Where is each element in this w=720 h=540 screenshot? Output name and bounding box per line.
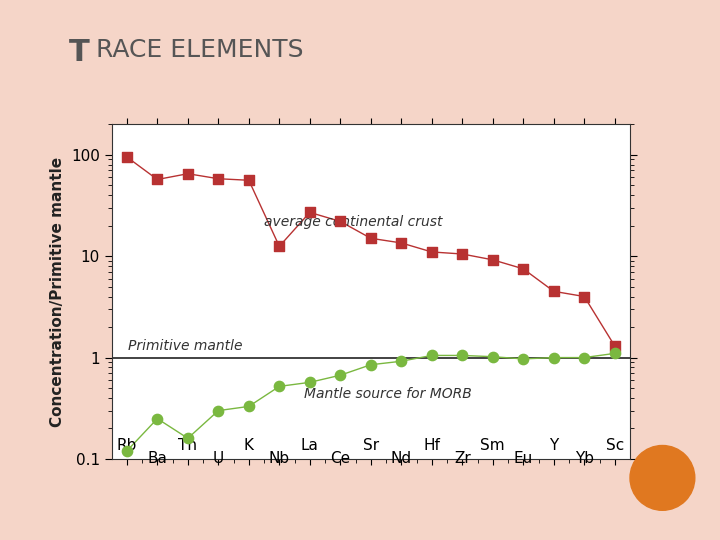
Point [548, 353, 559, 362]
Text: Hf: Hf [423, 438, 440, 453]
Point [609, 349, 621, 357]
Point [518, 355, 529, 363]
Text: Th: Th [179, 438, 197, 453]
Point [395, 239, 407, 247]
Point [426, 351, 438, 360]
Point [426, 248, 438, 256]
Point [121, 153, 132, 161]
Point [152, 175, 163, 184]
Text: Yb: Yb [575, 450, 594, 465]
Text: average continental crust: average continental crust [264, 214, 443, 228]
Point [487, 353, 498, 361]
Point [456, 249, 468, 258]
Point [182, 170, 194, 178]
Point [518, 265, 529, 273]
Text: Mantle source for MORB: Mantle source for MORB [304, 387, 472, 401]
Text: Ba: Ba [148, 450, 167, 465]
Text: Y: Y [549, 438, 559, 453]
Point [487, 255, 498, 264]
Text: Sr: Sr [363, 438, 379, 453]
Point [212, 174, 224, 183]
Point [182, 434, 194, 443]
Text: Zr: Zr [454, 450, 471, 465]
Point [304, 208, 315, 217]
Text: La: La [301, 438, 319, 453]
Text: RACE ELEMENTS: RACE ELEMENTS [96, 38, 303, 62]
Point [274, 242, 285, 251]
Point [335, 217, 346, 226]
Text: Sc: Sc [606, 438, 624, 453]
Text: U: U [212, 450, 224, 465]
Text: Primitive mantle: Primitive mantle [128, 339, 243, 353]
Text: T: T [68, 38, 89, 67]
Point [609, 342, 621, 350]
Point [548, 287, 559, 295]
Text: K: K [244, 438, 254, 453]
Point [274, 382, 285, 391]
Point [152, 414, 163, 423]
Y-axis label: Concentration/Primitive mantle: Concentration/Primitive mantle [50, 157, 66, 427]
Text: Nb: Nb [269, 450, 290, 465]
Text: Sm: Sm [480, 438, 505, 453]
Point [578, 292, 590, 301]
Point [578, 353, 590, 362]
Point [243, 176, 255, 185]
Point [395, 357, 407, 366]
Point [365, 360, 377, 369]
Circle shape [630, 446, 695, 510]
Point [365, 234, 377, 242]
Point [212, 406, 224, 415]
Text: Ce: Ce [330, 450, 351, 465]
Text: Rb: Rb [117, 438, 137, 453]
Point [456, 351, 468, 360]
Text: Eu: Eu [513, 450, 533, 465]
Text: Nd: Nd [391, 450, 412, 465]
Point [243, 402, 255, 411]
Point [304, 378, 315, 387]
Point [335, 371, 346, 380]
Point [121, 447, 132, 455]
